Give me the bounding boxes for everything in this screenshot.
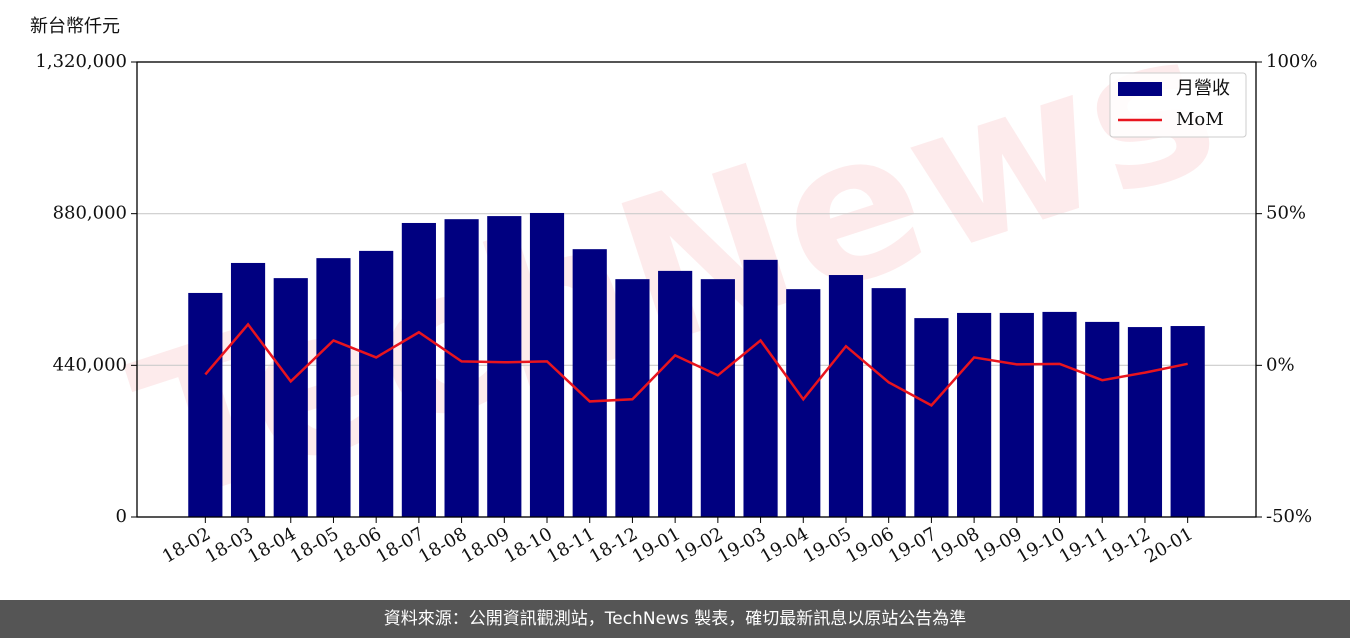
y-tick-label: 0 <box>116 506 127 527</box>
chart: 新台幣仟元 TechNews0440,000880,0001,320,000-5… <box>30 0 1317 568</box>
x-tick-label: 20-01 <box>1141 523 1196 567</box>
x-tick-label: 19-10 <box>1013 523 1068 567</box>
bar <box>487 216 522 518</box>
bar <box>316 258 351 517</box>
x-tick-label: 18-11 <box>543 523 598 567</box>
y-tick-label: 1,320,000 <box>35 51 127 72</box>
legend-label: 月營收 <box>1176 78 1230 99</box>
y2-tick-label: 100% <box>1266 51 1317 72</box>
x-tick-label: 18-07 <box>372 523 427 567</box>
bar <box>401 222 436 517</box>
bar <box>529 212 565 517</box>
legend-swatch <box>1118 82 1162 96</box>
bar <box>1170 326 1205 517</box>
y-axis-label: 新台幣仟元 <box>30 16 120 37</box>
plot-frame <box>136 61 1257 518</box>
bar <box>828 275 864 517</box>
x-tick-label: 19-06 <box>842 523 897 567</box>
bar <box>743 259 778 517</box>
x-tick-label: 18-10 <box>501 523 556 567</box>
x-tick-label: 18-06 <box>330 523 385 567</box>
bar <box>957 312 992 517</box>
y-tick-label: 440,000 <box>53 354 127 375</box>
bar <box>871 288 906 517</box>
x-tick-label: 19-01 <box>629 523 684 567</box>
x-tick-label: 19-07 <box>885 523 940 567</box>
legend-label: MoM <box>1176 109 1224 130</box>
x-tick-label: 19-03 <box>714 523 769 567</box>
bar <box>1042 311 1077 517</box>
x-tick-label: 19-04 <box>757 523 812 567</box>
x-tick-label: 18-09 <box>458 523 513 567</box>
bar <box>273 278 308 517</box>
x-tick-label: 18-08 <box>415 523 470 567</box>
bar <box>444 219 479 517</box>
y-tick-label: 880,000 <box>53 203 127 224</box>
x-tick-label: 19-11 <box>1056 523 1111 567</box>
x-tick-label: 19-12 <box>1099 523 1154 567</box>
bar <box>914 318 949 517</box>
bar <box>230 262 266 517</box>
x-tick-label: 19-02 <box>671 523 726 567</box>
bar <box>1085 321 1120 517</box>
bar <box>786 289 821 517</box>
y2-tick-label: 0% <box>1266 354 1295 375</box>
x-tick-label: 18-12 <box>586 523 641 567</box>
x-tick-label: 19-08 <box>928 523 983 567</box>
bar <box>188 292 223 517</box>
y2-tick-label: 50% <box>1266 203 1306 224</box>
x-tick-label: 19-09 <box>970 523 1025 567</box>
x-tick-label: 18-05 <box>287 523 342 567</box>
y2-tick-label: -50% <box>1266 506 1312 527</box>
x-tick-label: 19-05 <box>800 523 855 567</box>
footer: 資料來源：公開資訊觀測站，TechNews 製表，確切最新訊息以原站公告為準 <box>0 600 1350 638</box>
line <box>204 322 1188 407</box>
bar <box>572 249 607 517</box>
x-tick-label: 18-04 <box>244 523 299 567</box>
bar <box>1127 327 1163 517</box>
bar <box>359 250 394 518</box>
bar <box>999 312 1034 517</box>
bar <box>658 270 693 517</box>
bar <box>700 279 735 517</box>
